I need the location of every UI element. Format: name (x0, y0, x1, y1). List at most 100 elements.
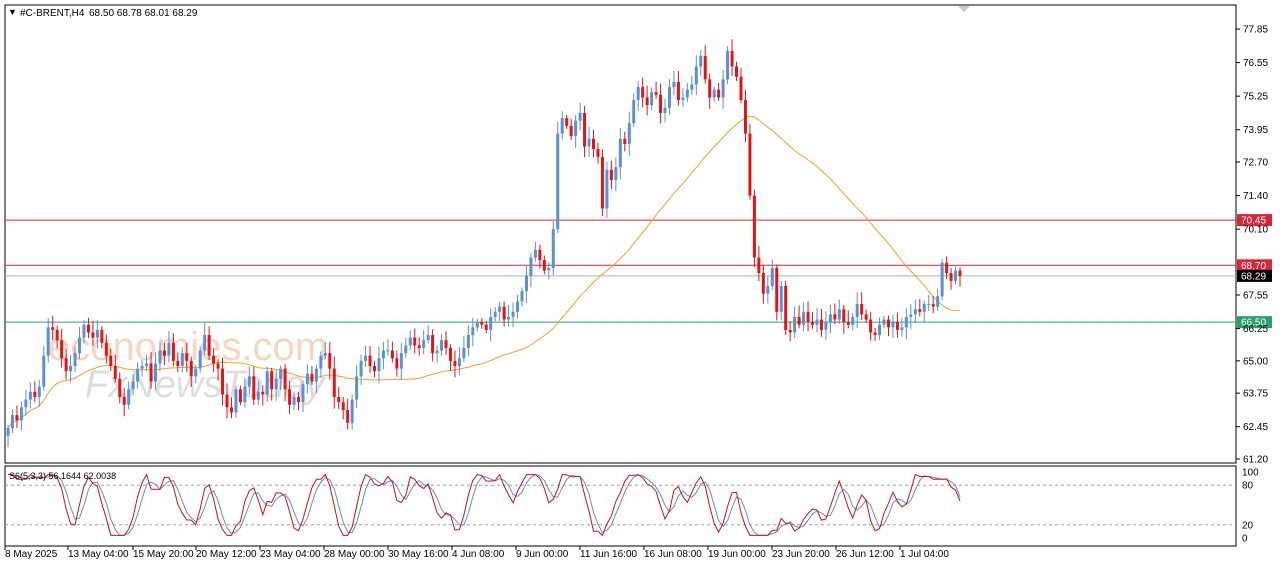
stochastic-main-line (8, 473, 961, 537)
candle-body (775, 267, 779, 312)
candle-body (502, 306, 506, 320)
candle-body (886, 319, 890, 328)
candle-body (462, 347, 466, 359)
y-axis-tick-label: 71.40 (1243, 191, 1268, 202)
candle-body (328, 353, 332, 369)
candle-body (574, 120, 578, 137)
chart-shift-marker-icon[interactable] (958, 6, 970, 12)
candle-body (676, 81, 680, 101)
candle-body (426, 335, 430, 341)
candle-body (743, 100, 747, 134)
candle-body (305, 373, 309, 385)
x-axis-tick-label: 19 Jun 00:00 (708, 549, 766, 560)
candle-body (654, 92, 658, 95)
collapse-arrow-icon[interactable]: ▼ (8, 7, 17, 17)
candle-body (448, 347, 452, 361)
x-axis-tick-label: 9 Jun 00:00 (516, 549, 569, 560)
candle-body (6, 428, 10, 436)
candle-body (600, 156, 604, 209)
candle-body (949, 273, 953, 281)
x-axis-tick-label: 30 May 16:00 (388, 549, 449, 560)
candle-body (511, 311, 515, 317)
candle-body (270, 371, 274, 390)
y-axis-tick-label: 63.75 (1243, 389, 1268, 400)
candle-body (180, 353, 184, 367)
candle-body (717, 89, 721, 98)
candle-body (203, 335, 207, 351)
candle-body (520, 291, 524, 302)
candle-body (265, 371, 269, 395)
candle-body (583, 112, 587, 147)
candle-body (301, 384, 305, 403)
level-tag-label: 66.50 (1241, 318, 1266, 329)
candle-body (878, 324, 882, 336)
candle-body (323, 353, 327, 356)
candle-body (122, 397, 126, 405)
candle-body (109, 355, 113, 367)
candle-body (404, 345, 408, 354)
candle-body (368, 355, 372, 367)
candle-body (377, 358, 381, 372)
candle-body (390, 350, 394, 359)
candle-body (149, 363, 153, 382)
candle-body (37, 386, 41, 398)
candle-body (645, 97, 649, 106)
candle-body (922, 304, 926, 312)
stochastic-axis-label: 20 (1242, 520, 1254, 531)
y-axis-tick-label: 62.45 (1243, 422, 1268, 433)
candle-body (194, 368, 198, 377)
candle-body (869, 319, 873, 333)
y-axis-tick-label: 67.55 (1243, 291, 1268, 302)
candle-body (238, 389, 242, 403)
candle-body (350, 399, 354, 423)
candle-body (726, 50, 730, 80)
candle-body (60, 340, 64, 359)
candle-body (176, 360, 180, 367)
x-axis-tick-label: 4 Jun 08:00 (452, 549, 505, 560)
candle-body (484, 324, 488, 330)
candle-body (498, 306, 502, 312)
candle-body (851, 316, 855, 325)
x-axis-tick-label: 20 May 12:00 (196, 549, 257, 560)
candle-body (216, 363, 220, 369)
candle-body (779, 285, 783, 312)
price-tag (1237, 269, 1272, 282)
stochastic-axis-label: 80 (1242, 481, 1254, 492)
x-axis-tick-label: 28 May 00:00 (324, 549, 385, 560)
candle-body (51, 327, 55, 330)
candle-body (659, 94, 663, 113)
candle-body (837, 309, 841, 320)
candle-body (609, 169, 613, 181)
candle-body (815, 319, 819, 325)
candle-body (855, 304, 859, 317)
x-axis-tick-label: 11 Jun 16:00 (580, 549, 638, 560)
candle-body (185, 353, 189, 361)
candle-body (954, 270, 958, 281)
candle-body (359, 360, 363, 377)
candle-body (252, 376, 256, 400)
candle-body (229, 407, 233, 413)
candle-body (891, 322, 895, 328)
x-axis-tick-label: 16 Jun 08:00 (644, 549, 702, 560)
candle-body (802, 311, 806, 325)
candle-body (10, 415, 14, 429)
y-axis-tick-label: 70.10 (1243, 225, 1268, 236)
candle-body (78, 337, 82, 354)
candle-body (882, 319, 886, 325)
candle-body (694, 66, 698, 85)
candle-body (940, 262, 944, 297)
x-axis-tick-label: 8 May 2025 (5, 549, 58, 560)
candle-body (895, 322, 899, 330)
candle-body (614, 167, 618, 181)
candle-body (516, 301, 520, 312)
candle-body (153, 363, 157, 382)
candle-body (225, 394, 229, 408)
candle-body (422, 340, 426, 348)
watermark-economies: economies.com (48, 325, 328, 369)
candle-body (770, 267, 774, 286)
candle-body (766, 285, 770, 294)
candle-body (466, 335, 470, 348)
candle-body (288, 389, 292, 405)
level-tag (1237, 316, 1272, 329)
candle-body (346, 409, 350, 423)
